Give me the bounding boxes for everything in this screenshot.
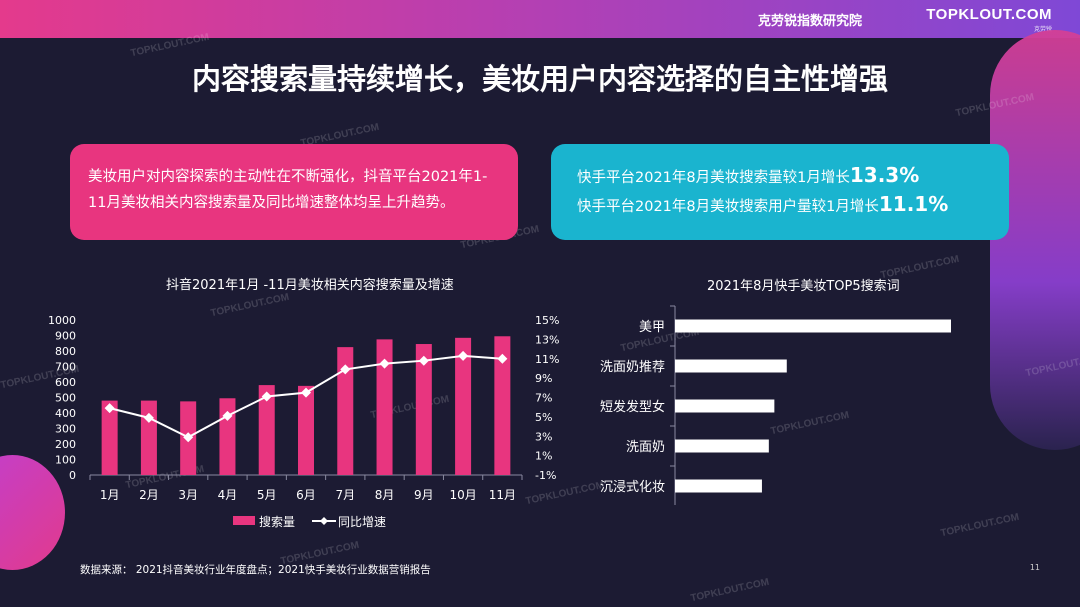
chart-title-douyin: 抖音2021年1月 -11月美妆相关内容搜索量及增速: [166, 278, 454, 293]
y-left-tick-label: 900: [55, 330, 76, 343]
line-point: [497, 353, 508, 364]
line-point: [379, 358, 390, 369]
y-right-tick-label: 9%: [535, 372, 552, 385]
brand-logo-sub: 克劳锐: [1033, 26, 1052, 33]
y-left-tick-label: 700: [55, 361, 76, 374]
y-left-tick-label: 200: [55, 438, 76, 451]
y-left-tick-label: 500: [55, 392, 76, 405]
chart-title-kuaishou: 2021年8月快手美妆TOP5搜索词: [707, 279, 900, 294]
stat-value: 11.1%: [878, 192, 949, 216]
page-title: 内容搜索量持续增长，美妆用户内容选择的自主性增强: [191, 62, 888, 96]
x-tick-label: 1月: [100, 488, 120, 502]
y-left-tick-label: 300: [55, 423, 76, 436]
y-left-tick-label: 600: [55, 376, 76, 389]
bar-search-volume: [101, 400, 118, 475]
stat-label: 快手平台2021年8月美妆搜索量较1月增长: [577, 170, 850, 186]
line-point: [143, 412, 154, 423]
x-tick-label: 4月: [218, 488, 238, 502]
x-tick-label: 3月: [178, 488, 198, 502]
x-tick-label: 9月: [414, 488, 434, 502]
bar-search-volume: [219, 398, 236, 475]
summary-box-kuaishou: 快手平台2021年8月美妆搜索量较1月增长13.3% 快手平台2021年8月美妆…: [551, 144, 1009, 240]
bar-search-volume: [494, 336, 511, 475]
bar-search-volume: [415, 344, 432, 475]
y-right-tick-label: 1%: [535, 450, 552, 463]
x-tick-label: 10月: [449, 488, 476, 502]
combo-chart: 0 100 200 300 400 500 600 700 800 900 1000 -1% 1% 3% 5…: [48, 314, 559, 529]
bar-search-volume: [337, 347, 354, 475]
y-right-tick-label: 15%: [535, 314, 559, 327]
line-point: [301, 387, 311, 398]
y-left-tick-label: 0: [69, 469, 76, 482]
watermark: TOPKLOUT.COM: [939, 511, 1021, 540]
kuaishou-stat-1: 快手平台2021年8月美妆搜索量较1月增长13.3%: [577, 162, 983, 191]
summary-box-douyin: 美妆用户对内容探索的主动性在不断强化，抖音平台2021年1-11月美妆相关内容搜…: [70, 144, 518, 240]
y-right-tick-label: 13%: [535, 333, 559, 346]
x-tick-label: 6月: [296, 488, 316, 502]
category-label: 短发发型女: [600, 399, 665, 415]
x-tick-label: 5月: [257, 488, 277, 502]
bar-search-volume: [298, 385, 314, 475]
stat-value: 13.3%: [849, 163, 920, 187]
x-tick-label: 7月: [335, 488, 355, 502]
y-left-tick-label: 1000: [48, 314, 76, 327]
line-point: [340, 364, 351, 375]
bar-search-term: [675, 399, 775, 413]
page-number: 11: [1029, 563, 1040, 572]
line-point: [222, 410, 233, 421]
bar-search-term: [675, 319, 951, 333]
data-source: 数据来源： 2021抖音美妆行业年度盘点；2021快手美妆行业数据营销报告: [80, 564, 431, 576]
line-point: [458, 350, 469, 361]
summary-text: 美妆用户对内容探索的主动性在不断强化，抖音平台2021年1-11月美妆相关内容搜…: [88, 169, 488, 211]
bar-search-term: [675, 439, 769, 453]
bar-search-volume: [455, 337, 472, 475]
line-point: [183, 432, 194, 443]
y-left-tick-label: 100: [55, 454, 76, 467]
y-right-tick-label: 11%: [535, 353, 559, 366]
category-label: 洗面奶推荐: [600, 360, 665, 375]
legend-marker-line: [320, 517, 328, 525]
top-bar: 克劳锐指数研究院 TOPKLOUT.COM 克劳锐: [0, 0, 1080, 38]
brand-logo: TOPKLOUT.COM: [926, 6, 1052, 23]
legend-label-line: 同比增速: [338, 515, 386, 529]
category-label: 沉浸式化妆: [600, 480, 665, 495]
stat-label: 快手平台2021年8月美妆搜索用户量较1月增长: [577, 199, 879, 215]
y-left-tick-label: 400: [55, 407, 76, 420]
x-tick-label: 8月: [375, 488, 395, 502]
bar-search-volume: [140, 400, 157, 475]
legend-swatch-bar: [233, 516, 255, 525]
bar-search-volume: [376, 339, 393, 475]
kuaishou-stat-2: 快手平台2021年8月美妆搜索用户量较1月增长11.1%: [577, 191, 983, 220]
bar-search-term: [675, 479, 762, 493]
bar-search-volume: [258, 385, 275, 475]
legend-label-bar: 搜索量: [259, 514, 295, 529]
category-label: 美甲: [639, 320, 665, 335]
decor-blob-right: [990, 30, 1080, 450]
y-right-tick-label: -1%: [535, 469, 556, 482]
bar-search-term: [675, 359, 787, 373]
org-name: 克劳锐指数研究院: [757, 14, 862, 29]
y-right-tick-label: 3%: [535, 430, 552, 443]
line-point: [418, 355, 429, 366]
watermark: TOPKLOUT.COM: [689, 576, 771, 605]
category-label: 洗面奶: [626, 440, 665, 455]
x-tick-label: 2月: [139, 488, 159, 502]
line-point: [261, 391, 272, 402]
y-right-tick-label: 7%: [535, 392, 552, 405]
x-tick-label: 11月: [489, 488, 516, 502]
y-left-tick-label: 800: [55, 345, 76, 358]
line-point: [104, 403, 115, 414]
y-right-tick-label: 5%: [535, 411, 552, 424]
